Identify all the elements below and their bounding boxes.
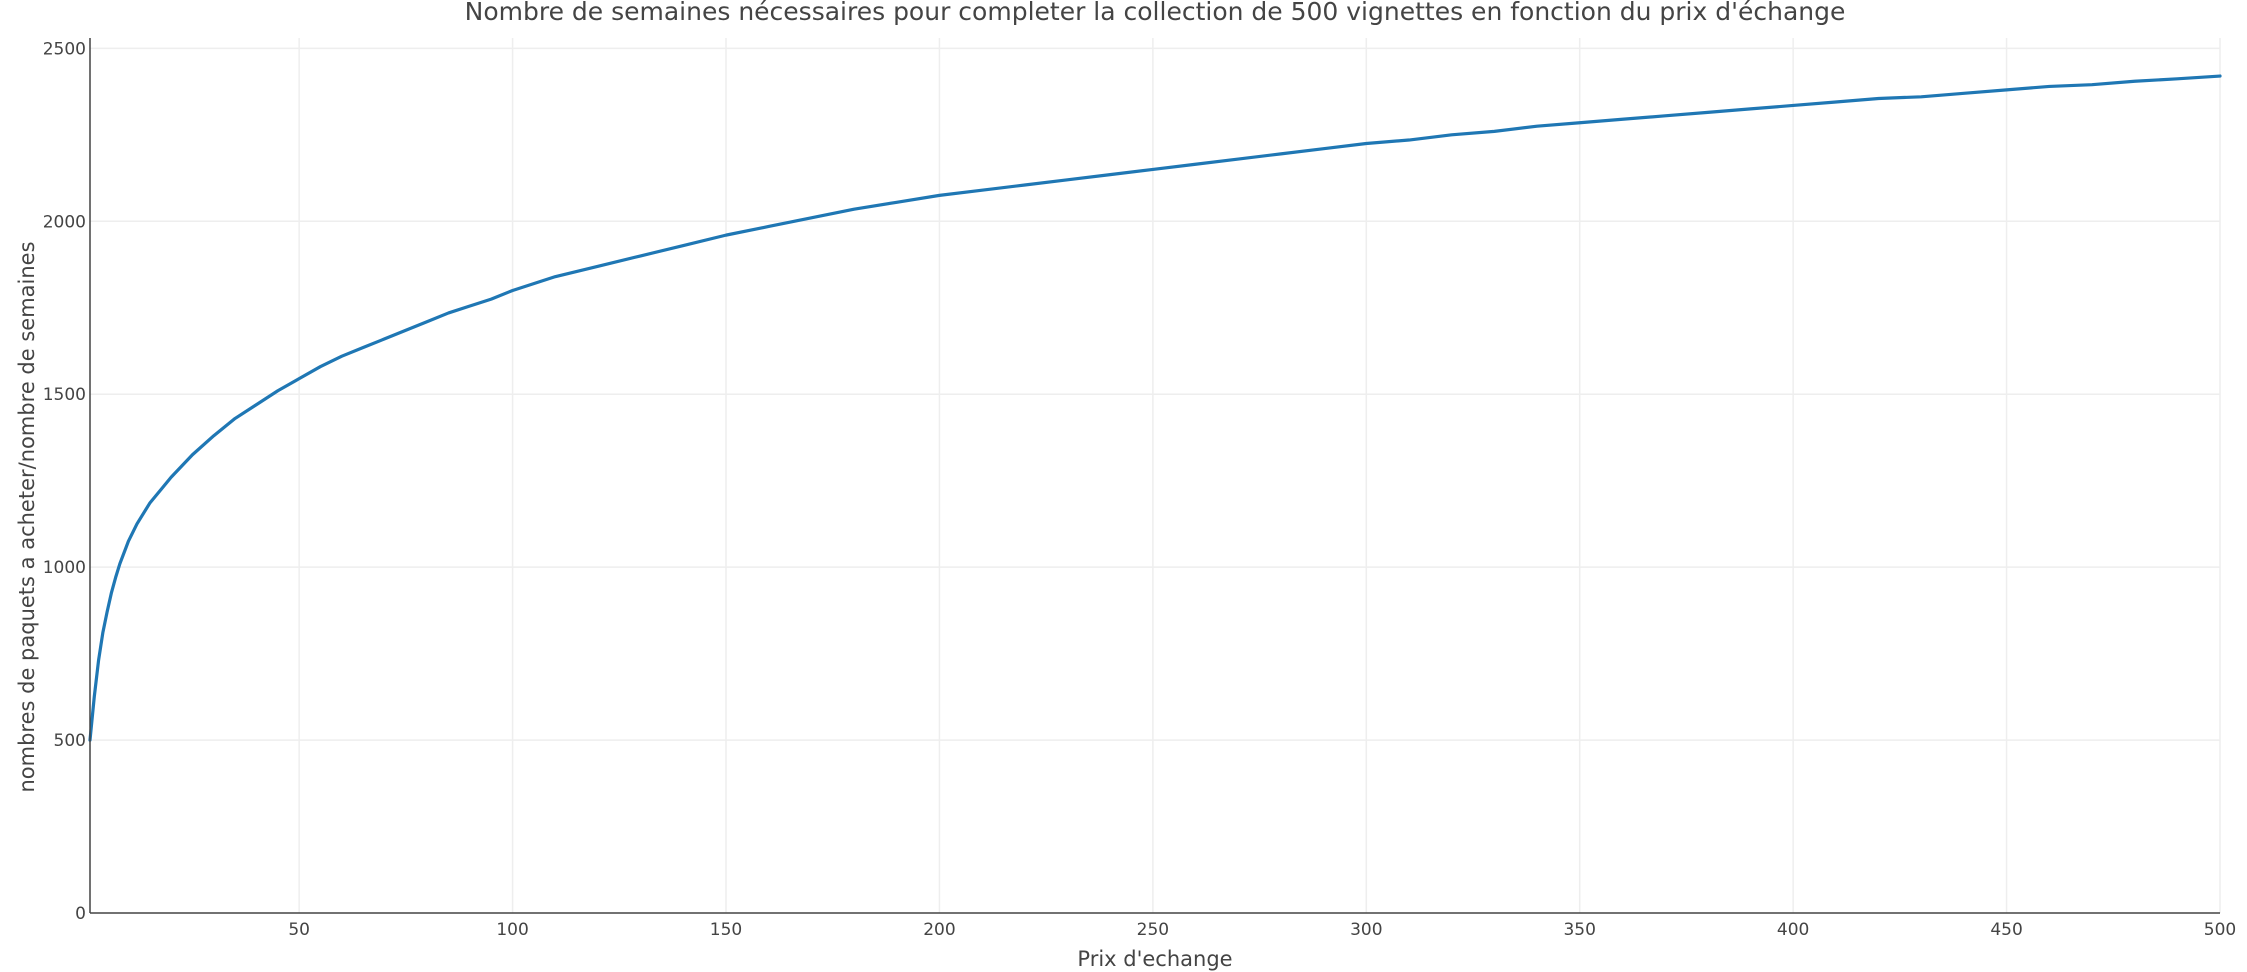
grid-lines [90, 38, 2221, 913]
x-tick-label: 350 [1563, 920, 1595, 940]
x-tick-labels: 50 100 150 200 250 300 350 400 450 500 [288, 920, 2236, 940]
x-tick-label: 250 [1137, 920, 1169, 940]
x-tick-label: 450 [1990, 920, 2022, 940]
x-tick-label: 500 [2204, 920, 2236, 940]
y-tick-label: 2500 [43, 39, 86, 59]
series-line-0 [88, 74, 2222, 742]
chart-title: Nombre de semaines nécessaires pour comp… [465, 0, 1846, 26]
axes [89, 38, 2220, 914]
y-tick-label: 1000 [43, 558, 86, 578]
y-tick-label: 2000 [43, 212, 86, 232]
y-axis-title: nombres de paquets a acheter/nombre de s… [15, 241, 39, 792]
y-tick-label: 1500 [43, 385, 86, 405]
x-tick-label: 150 [710, 920, 742, 940]
x-tick-label: 100 [496, 920, 528, 940]
x-tick-label: 50 [288, 920, 310, 940]
x-tick-label: 200 [923, 920, 955, 940]
series-layer [88, 74, 2222, 742]
x-tick-label: 300 [1350, 920, 1382, 940]
x-axis-title: Prix d'echange [1077, 947, 1232, 971]
y-tick-label: 500 [54, 731, 86, 751]
y-tick-label: 0 [75, 904, 86, 924]
y-tick-labels: 0 500 1000 1500 2000 2500 [43, 39, 86, 924]
x-tick-label: 400 [1777, 920, 1809, 940]
